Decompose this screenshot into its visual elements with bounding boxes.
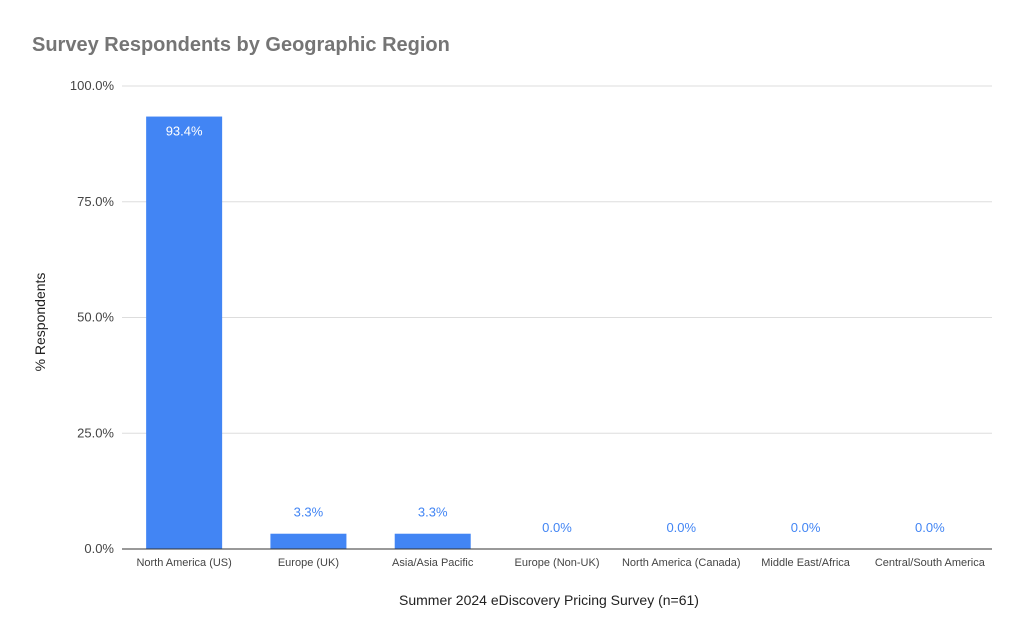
data-label: 0.0%: [666, 520, 696, 535]
x-axis-title: Summer 2024 eDiscovery Pricing Survey (n…: [399, 592, 699, 608]
y-tick-label: 75.0%: [77, 194, 114, 209]
data-labels: 93.4% 3.3% 3.3% 0.0% 0.0% 0.0% 0.0%: [166, 124, 945, 535]
data-label: 0.0%: [915, 520, 945, 535]
y-axis-title: % Respondents: [32, 273, 48, 372]
x-category-label: Central/South America: [875, 557, 986, 569]
y-tick-label: 0.0%: [84, 541, 114, 556]
y-tick-label: 100.0%: [70, 78, 115, 93]
x-category-label: Asia/Asia Pacific: [392, 557, 474, 569]
bar: [394, 533, 471, 549]
chart-title: Survey Respondents by Geographic Region: [32, 34, 450, 56]
bars: [146, 116, 471, 550]
y-axis-ticks: 0.0% 25.0% 50.0% 75.0% 100.0%: [70, 78, 115, 556]
data-label: 93.4%: [166, 124, 203, 139]
bar: [146, 116, 223, 550]
data-label: 3.3%: [294, 505, 324, 520]
x-category-label: North America (Canada): [622, 557, 741, 569]
x-category-label: North America (US): [136, 557, 231, 569]
data-label: 0.0%: [542, 520, 572, 535]
y-tick-label: 25.0%: [77, 425, 114, 440]
data-label: 3.3%: [418, 505, 448, 520]
bar: [270, 533, 347, 549]
x-axis-categories: North America (US) Europe (UK) Asia/Asia P…: [136, 557, 985, 569]
x-category-label: Europe (UK): [278, 557, 339, 569]
x-category-label: Middle East/Africa: [761, 557, 851, 569]
data-label: 0.0%: [791, 520, 821, 535]
y-tick-label: 50.0%: [77, 310, 114, 325]
x-category-label: Europe (Non-UK): [515, 557, 600, 569]
gridlines: [122, 85, 992, 434]
